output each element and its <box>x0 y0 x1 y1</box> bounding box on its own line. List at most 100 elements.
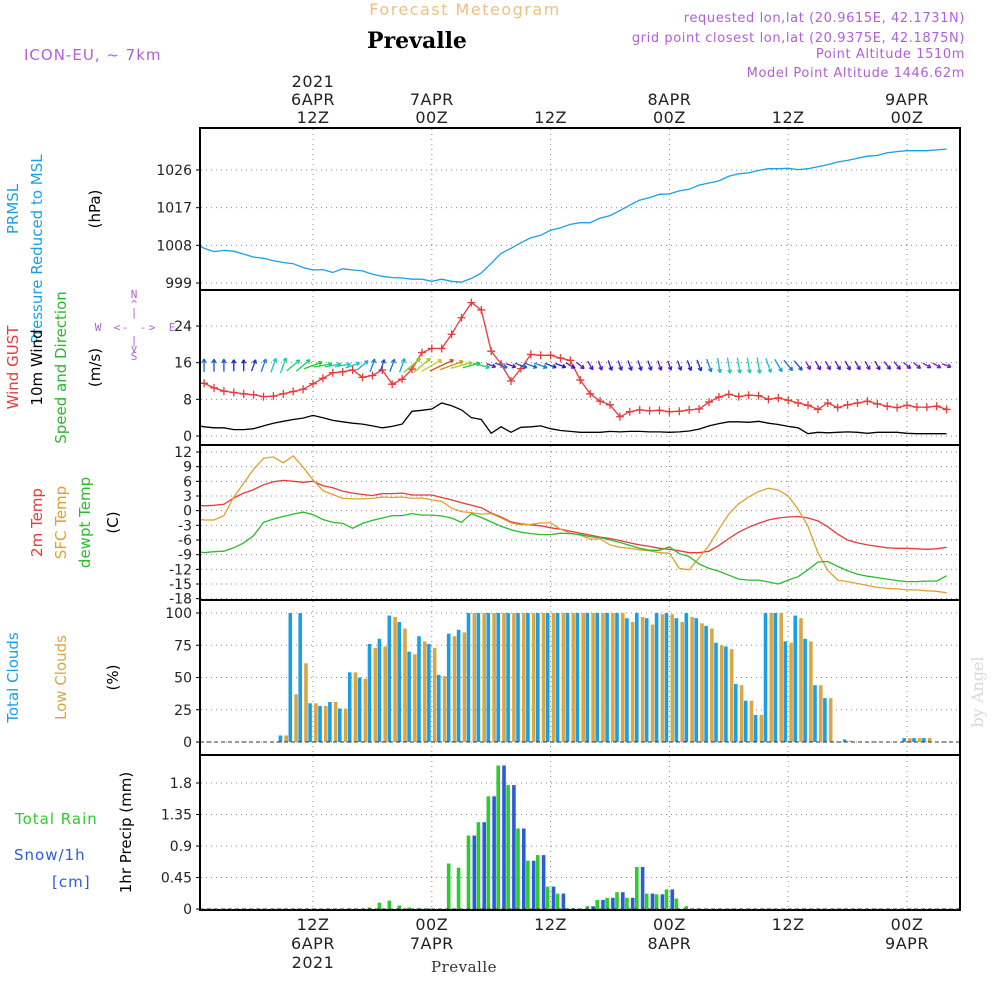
bar-clouds-1-44 <box>630 622 635 742</box>
gust-marker-68 <box>863 397 872 406</box>
wind-arrow-head-15 <box>346 362 351 368</box>
wind-arrow-head-70 <box>886 365 892 370</box>
bar-clouds-1-36 <box>551 613 556 742</box>
wind-arrow-head-39 <box>580 364 585 370</box>
bottom-time-label-4-0: 12Z <box>772 915 805 934</box>
bar-precip-0-4 <box>407 907 411 909</box>
wind-arrow-14 <box>324 363 342 368</box>
wind-arrow-25 <box>429 359 454 372</box>
bar-precip-1-16 <box>611 897 615 909</box>
bar-clouds-0-20 <box>387 615 392 742</box>
bar-precip-1-19 <box>640 867 645 909</box>
bar-clouds-0-59 <box>773 613 778 742</box>
wind-arrow-head-9 <box>282 357 288 362</box>
wind-arrow-head-6 <box>252 359 257 364</box>
bar-clouds-1-48 <box>670 614 675 742</box>
wind-arrow-head-45 <box>638 366 643 371</box>
bar-clouds-1-52 <box>710 628 714 742</box>
wind-arrow-30 <box>486 363 496 368</box>
gust-marker-44 <box>625 407 634 416</box>
bar-clouds-1-55 <box>739 685 744 742</box>
gust-marker-56 <box>744 391 753 400</box>
gust-marker-64 <box>823 399 832 407</box>
wind-arrow-36 <box>544 362 557 369</box>
bar-clouds-0-33 <box>516 613 520 742</box>
bar-clouds-0-29 <box>476 613 481 742</box>
ylabel-temperature-1: SFC Temp <box>52 486 70 559</box>
bar-clouds-1-23 <box>423 641 427 742</box>
bar-precip-0-10 <box>466 835 471 909</box>
wind-arrow-head-32 <box>511 363 517 369</box>
wind-arrow-17 <box>356 360 369 371</box>
wind-arrow-54 <box>726 357 731 374</box>
bar-clouds-0-35 <box>536 613 540 742</box>
bar-precip-0-9 <box>456 867 461 909</box>
bar-precip-0-27 <box>635 867 639 909</box>
wind-arrow-20 <box>389 358 396 372</box>
compass-n: N <box>131 288 138 301</box>
bar-clouds-0-32 <box>506 613 510 742</box>
ytick-label-temperature-7: 3 <box>183 489 192 505</box>
wind-arrow-51 <box>696 359 702 372</box>
bar-precip-0-18 <box>545 886 550 909</box>
gust-marker-36 <box>546 351 555 360</box>
ytick-label-temperature-4: -6 <box>178 533 192 549</box>
top-time-label-1-0: 7APR <box>410 90 454 109</box>
wind-arrow-29 <box>472 362 490 369</box>
bar-clouds-0-46 <box>644 618 649 742</box>
wind-arrow-head-50 <box>687 366 693 371</box>
gust-marker-48 <box>665 407 674 416</box>
gust-marker-52 <box>705 398 713 407</box>
super-title: Forecast Meteogram <box>369 0 560 19</box>
wind-arrow-48 <box>667 360 672 371</box>
bar-clouds-0-31 <box>496 613 500 742</box>
wind-arrow-head-17 <box>364 360 369 365</box>
ytick-label-pressure-1: 1008 <box>156 238 192 254</box>
wind-arrow-39 <box>576 361 585 370</box>
wind-arrow-11 <box>295 359 311 372</box>
bar-clouds-0-48 <box>664 613 669 742</box>
bar-clouds-1-16 <box>353 672 358 742</box>
gust-marker-73 <box>912 403 921 412</box>
bar-clouds-0-50 <box>684 613 689 742</box>
gust-marker-60 <box>784 396 793 405</box>
ytick-label-wind-3: 24 <box>174 319 192 335</box>
wind-arrow-head-73 <box>916 364 922 370</box>
gust-marker-17 <box>358 373 367 382</box>
top-time-label-2-0: 12Z <box>534 108 567 127</box>
bar-clouds-1-57 <box>759 714 764 742</box>
bar-clouds-0-22 <box>407 651 411 742</box>
bar-clouds-1-11 <box>304 663 308 742</box>
wind-arrow-head-21 <box>401 358 406 363</box>
ytick-label-pressure-3: 1026 <box>156 163 192 179</box>
ylabel-pressure-2: (hPa) <box>86 190 104 229</box>
ylabel-temperature-3: (C) <box>104 511 122 533</box>
wind-arrow-27 <box>450 361 473 369</box>
gust-marker-4 <box>229 388 238 397</box>
wind-arrow-44 <box>627 360 633 371</box>
wind-arrow-head-3 <box>221 358 227 363</box>
ylabel-pressure-0: PRMSL <box>4 183 22 234</box>
wind-arrow-50 <box>686 360 692 371</box>
gust-marker-40 <box>586 389 595 398</box>
wind-arrow-head-54 <box>727 369 733 374</box>
panel-frame-pressure <box>199 127 961 291</box>
bar-clouds-1-49 <box>680 622 684 742</box>
bar-clouds-1-29 <box>482 613 486 742</box>
bar-precip-0-8 <box>446 863 451 909</box>
bar-clouds-1-35 <box>541 613 546 742</box>
ylabel-wind-2: Speed and Direction <box>52 291 70 444</box>
footer-location: Prevalle <box>431 958 497 976</box>
wind-arrow-head-12 <box>317 360 323 366</box>
gust-marker-66 <box>843 400 852 409</box>
wind-arrow-head-47 <box>657 366 663 371</box>
bottom-time-label-2-0: 12Z <box>534 915 567 934</box>
wind-arrow-64 <box>824 360 831 370</box>
wind-arrow-61 <box>793 360 803 371</box>
bar-precip-0-15 <box>516 828 520 909</box>
bar-clouds-0-23 <box>417 636 421 742</box>
bar-precip-0-24 <box>605 897 609 909</box>
ytick-label-temperature-5: -3 <box>178 518 192 534</box>
wind-arrow-19 <box>379 359 386 372</box>
